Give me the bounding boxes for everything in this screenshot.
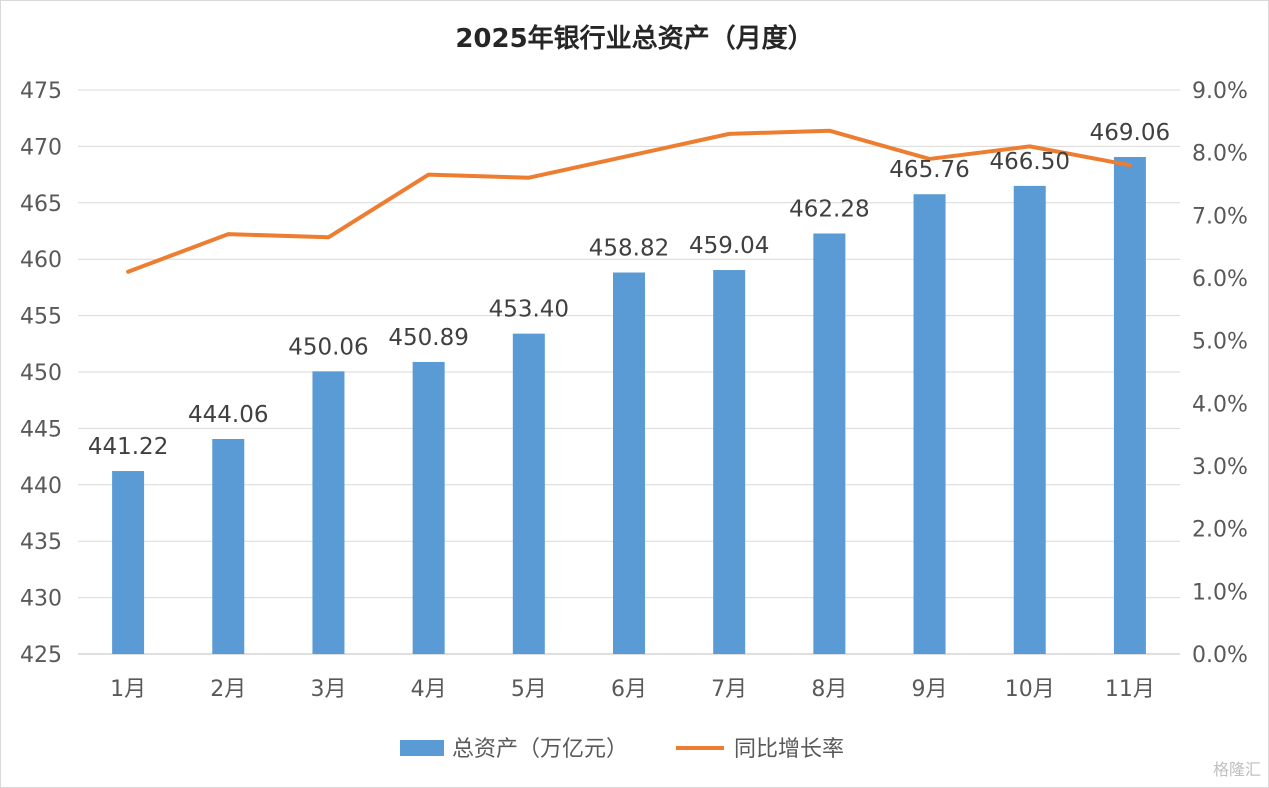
y-right-tick-label: 6.0% bbox=[1192, 267, 1248, 292]
bar bbox=[613, 272, 645, 654]
line-point bbox=[527, 176, 531, 180]
bar-data-label: 450.89 bbox=[388, 325, 468, 351]
y-left-tick-label: 460 bbox=[20, 248, 62, 273]
x-tick-label: 5月 bbox=[511, 677, 547, 702]
bar bbox=[813, 233, 846, 654]
y-right-tick-label: 0.0% bbox=[1192, 643, 1248, 668]
y-right-tick-label: 8.0% bbox=[1192, 142, 1248, 167]
x-axis: 1月 2月 3月 4月 5月 6月 7月 8月 9月 10月 11月 bbox=[110, 677, 1155, 702]
line-point bbox=[1128, 163, 1132, 167]
y-right-tick-label: 3.0% bbox=[1192, 455, 1248, 480]
bar bbox=[412, 361, 445, 654]
line-series bbox=[126, 128, 1132, 274]
legend: 总资产（万亿元） 同比增长率 bbox=[400, 737, 844, 762]
y-left-tick-label: 430 bbox=[20, 587, 62, 612]
line-point bbox=[1028, 144, 1032, 148]
bar bbox=[312, 371, 345, 654]
bar-data-label: 453.40 bbox=[489, 297, 569, 323]
line-point bbox=[928, 157, 932, 161]
y-axis-right: 0.0% 1.0% 2.0% 3.0% 4.0% 5.0% 6.0% 7.0% 8.0% 9.0% bbox=[1192, 79, 1248, 668]
y-left-tick-label: 450 bbox=[20, 361, 62, 386]
bar bbox=[913, 194, 946, 654]
y-axis-left: 425 430 435 440 445 450 455 460 465 470 475 bbox=[20, 79, 62, 668]
line-point bbox=[627, 154, 631, 158]
y-left-tick-label: 445 bbox=[20, 417, 62, 442]
x-tick-label: 10月 bbox=[1005, 677, 1055, 702]
bar bbox=[112, 471, 145, 654]
bar-data-label: 441.22 bbox=[88, 434, 168, 460]
x-tick-label: 3月 bbox=[310, 677, 346, 702]
bar-data-label: 458.82 bbox=[589, 236, 669, 262]
chart-title: 2025年银行业总资产（月度） bbox=[455, 24, 814, 54]
bar bbox=[512, 333, 545, 654]
bar-data-label: 465.76 bbox=[889, 157, 969, 183]
watermark-text: 格隆汇 bbox=[1212, 760, 1261, 779]
bar-data-label: 459.04 bbox=[689, 233, 769, 259]
legend-label-line: 同比增长率 bbox=[734, 737, 844, 762]
line-point bbox=[727, 132, 731, 136]
y-left-tick-label: 455 bbox=[20, 305, 62, 330]
x-tick-label: 8月 bbox=[811, 677, 847, 702]
line-point bbox=[126, 270, 130, 274]
line-point bbox=[427, 173, 431, 177]
line-point bbox=[226, 232, 230, 236]
data-labels: 441.22 444.06 450.06 450.89 453.40 458.82 459.… bbox=[88, 120, 1170, 460]
y-left-tick-label: 440 bbox=[20, 474, 62, 499]
x-tick-label: 9月 bbox=[912, 677, 948, 702]
watermark-logo: 格隆汇 bbox=[1213, 756, 1261, 780]
x-tick-label: 11月 bbox=[1105, 677, 1155, 702]
bar-data-label: 466.50 bbox=[989, 149, 1069, 175]
bar-data-label: 450.06 bbox=[288, 334, 368, 360]
y-left-tick-label: 435 bbox=[20, 530, 62, 555]
bar bbox=[1113, 157, 1146, 654]
bar-series bbox=[112, 157, 1146, 654]
y-right-tick-label: 2.0% bbox=[1192, 518, 1248, 543]
y-right-tick-label: 7.0% bbox=[1192, 204, 1248, 229]
x-tick-label: 4月 bbox=[411, 677, 447, 702]
y-left-tick-label: 425 bbox=[20, 643, 62, 668]
bar-data-label: 462.28 bbox=[789, 196, 869, 222]
legend-label-bar: 总资产（万亿元） bbox=[452, 737, 628, 762]
x-tick-label: 7月 bbox=[711, 677, 747, 702]
x-tick-label: 1月 bbox=[110, 677, 146, 702]
y-right-tick-label: 4.0% bbox=[1192, 392, 1248, 417]
bar-data-label: 469.06 bbox=[1090, 120, 1170, 146]
bar bbox=[713, 270, 746, 654]
bar bbox=[212, 439, 245, 654]
legend-swatch-bar bbox=[400, 740, 444, 756]
y-right-tick-label: 5.0% bbox=[1192, 330, 1248, 355]
bar-data-label: 444.06 bbox=[188, 402, 268, 428]
line-point bbox=[326, 235, 330, 239]
x-tick-label: 2月 bbox=[210, 677, 246, 702]
y-left-tick-label: 465 bbox=[20, 192, 62, 217]
y-left-tick-label: 470 bbox=[20, 135, 62, 160]
y-right-tick-label: 1.0% bbox=[1192, 580, 1248, 605]
bar bbox=[1013, 185, 1046, 654]
y-left-tick-label: 475 bbox=[20, 79, 62, 104]
x-tick-label: 6月 bbox=[611, 677, 647, 702]
y-right-tick-label: 9.0% bbox=[1192, 79, 1248, 104]
line-point bbox=[827, 129, 831, 133]
